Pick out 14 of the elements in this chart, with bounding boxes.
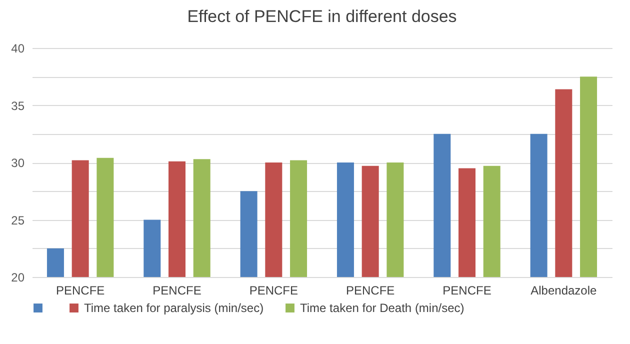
x-tick-label: PENCFE [56, 284, 105, 298]
legend-label: Time taken for Death (min/sec) [300, 301, 464, 315]
y-tick-label: 25 [11, 213, 25, 228]
chart-title: Effect of PENCFE in different doses [187, 7, 457, 26]
y-tick-label: 35 [11, 98, 25, 113]
y-tick-label: 20 [11, 270, 25, 284]
y-tick-label: 40 [11, 42, 25, 56]
x-tick-label: PENCFE [152, 284, 202, 298]
y-tick-label: 30 [11, 156, 25, 170]
legend-label: Time taken for paralysis (min/sec) [84, 301, 264, 315]
x-tick-label: PENCFE [346, 284, 395, 298]
x-tick-label: PENCFE [442, 284, 492, 298]
x-tick-label: Albendazole [530, 284, 598, 298]
x-tick-label: PENCFE [249, 284, 298, 298]
